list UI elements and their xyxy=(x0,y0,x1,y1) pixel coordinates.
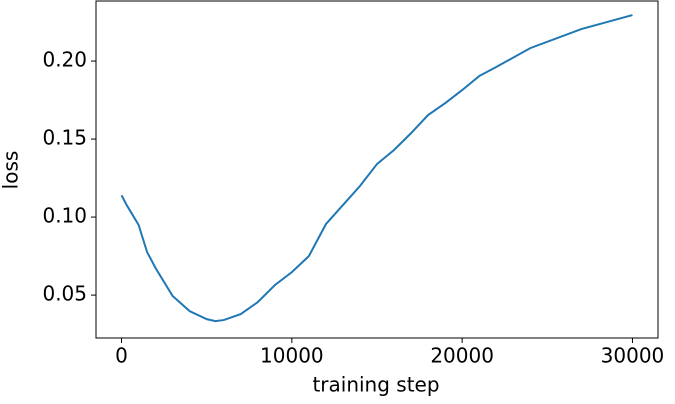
y-tick-label: 0.10 xyxy=(42,204,87,228)
x-tick-label: 0 xyxy=(115,344,128,368)
x-axis-label: training step xyxy=(312,373,439,397)
y-tick-label: 0.15 xyxy=(42,126,87,150)
x-tick-label: 10000 xyxy=(260,344,324,368)
x-tick-label: 30000 xyxy=(601,344,665,368)
y-tick-label: 0.05 xyxy=(42,282,87,306)
y-axis-label: loss xyxy=(0,151,23,190)
plot-frame xyxy=(95,0,659,339)
y-tick-label: 0.20 xyxy=(42,48,87,72)
x-tick-label: 20000 xyxy=(430,344,494,368)
line-series xyxy=(120,14,633,323)
